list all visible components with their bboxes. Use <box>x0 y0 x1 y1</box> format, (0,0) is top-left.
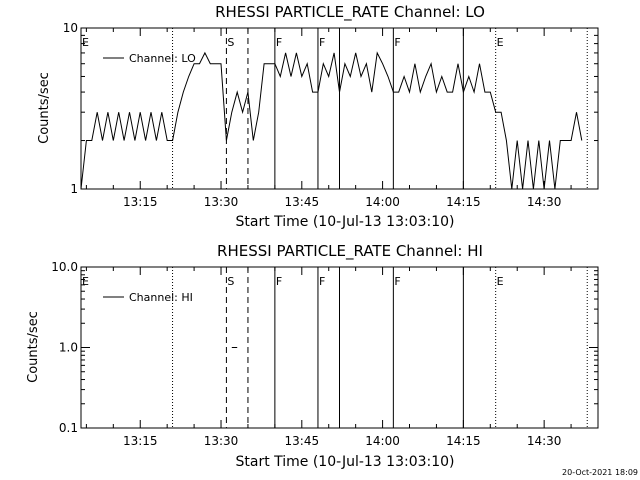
x-tick-label: 14:15 <box>446 434 481 448</box>
event-marker-label: E <box>497 36 504 49</box>
event-marker-label: F <box>276 275 282 288</box>
lo-chart-title: RHESSI PARTICLE_RATE Channel: LO <box>215 3 485 22</box>
hi-chart-title: RHESSI PARTICLE_RATE Channel: HI <box>217 242 483 261</box>
x-tick-label: 13:15 <box>123 195 158 209</box>
x-tick-label: 13:15 <box>123 434 158 448</box>
legend-label: Channel: HI <box>129 291 193 304</box>
y-tick-label: 10.0 <box>51 260 78 274</box>
plot-frame <box>80 27 599 190</box>
event-marker-label: S <box>227 36 234 49</box>
event-marker-label: S <box>227 275 234 288</box>
event-marker-label: F <box>319 36 325 49</box>
x-tick-label: 14:30 <box>527 195 562 209</box>
legend-label: Channel: LO <box>129 52 196 65</box>
hi-y-axis-label: Counts/sec <box>26 311 41 383</box>
y-tick-label: 1 <box>70 182 78 196</box>
lo-channel-panel: RHESSI PARTICLE_RATE Channel: LO Start T… <box>37 3 599 230</box>
x-tick-label: 14:00 <box>365 434 400 448</box>
hi-x-axis-label: Start Time (10-Jul-13 13:03:10) <box>235 454 454 470</box>
event-marker-label: E <box>82 36 89 49</box>
y-tick-label: 1.0 <box>59 341 78 355</box>
event-marker-label: F <box>276 36 282 49</box>
y-tick-label: 10 <box>63 21 78 35</box>
lo-x-axis-label: Start Time (10-Jul-13 13:03:10) <box>235 214 454 230</box>
x-tick-label: 13:45 <box>285 434 320 448</box>
event-marker-label: F <box>319 275 325 288</box>
x-tick-label: 14:30 <box>527 434 562 448</box>
y-tick-label: 0.1 <box>59 421 78 435</box>
hi-channel-panel: RHESSI PARTICLE_RATE Channel: HI Start T… <box>26 242 599 470</box>
timestamp-stamp: 20-Oct-2021 18:09 <box>562 468 638 477</box>
x-tick-label: 14:00 <box>365 195 400 209</box>
event-marker-label: F <box>394 275 400 288</box>
lo-y-axis-label: Counts/sec <box>37 72 52 144</box>
x-tick-label: 13:30 <box>204 434 239 448</box>
x-tick-label: 14:15 <box>446 195 481 209</box>
x-tick-label: 13:30 <box>204 195 239 209</box>
data-series-line <box>80 51 583 190</box>
event-marker-label: E <box>82 275 89 288</box>
event-marker-label: E <box>497 275 504 288</box>
x-tick-label: 13:45 <box>285 195 320 209</box>
event-marker-label: F <box>394 36 400 49</box>
